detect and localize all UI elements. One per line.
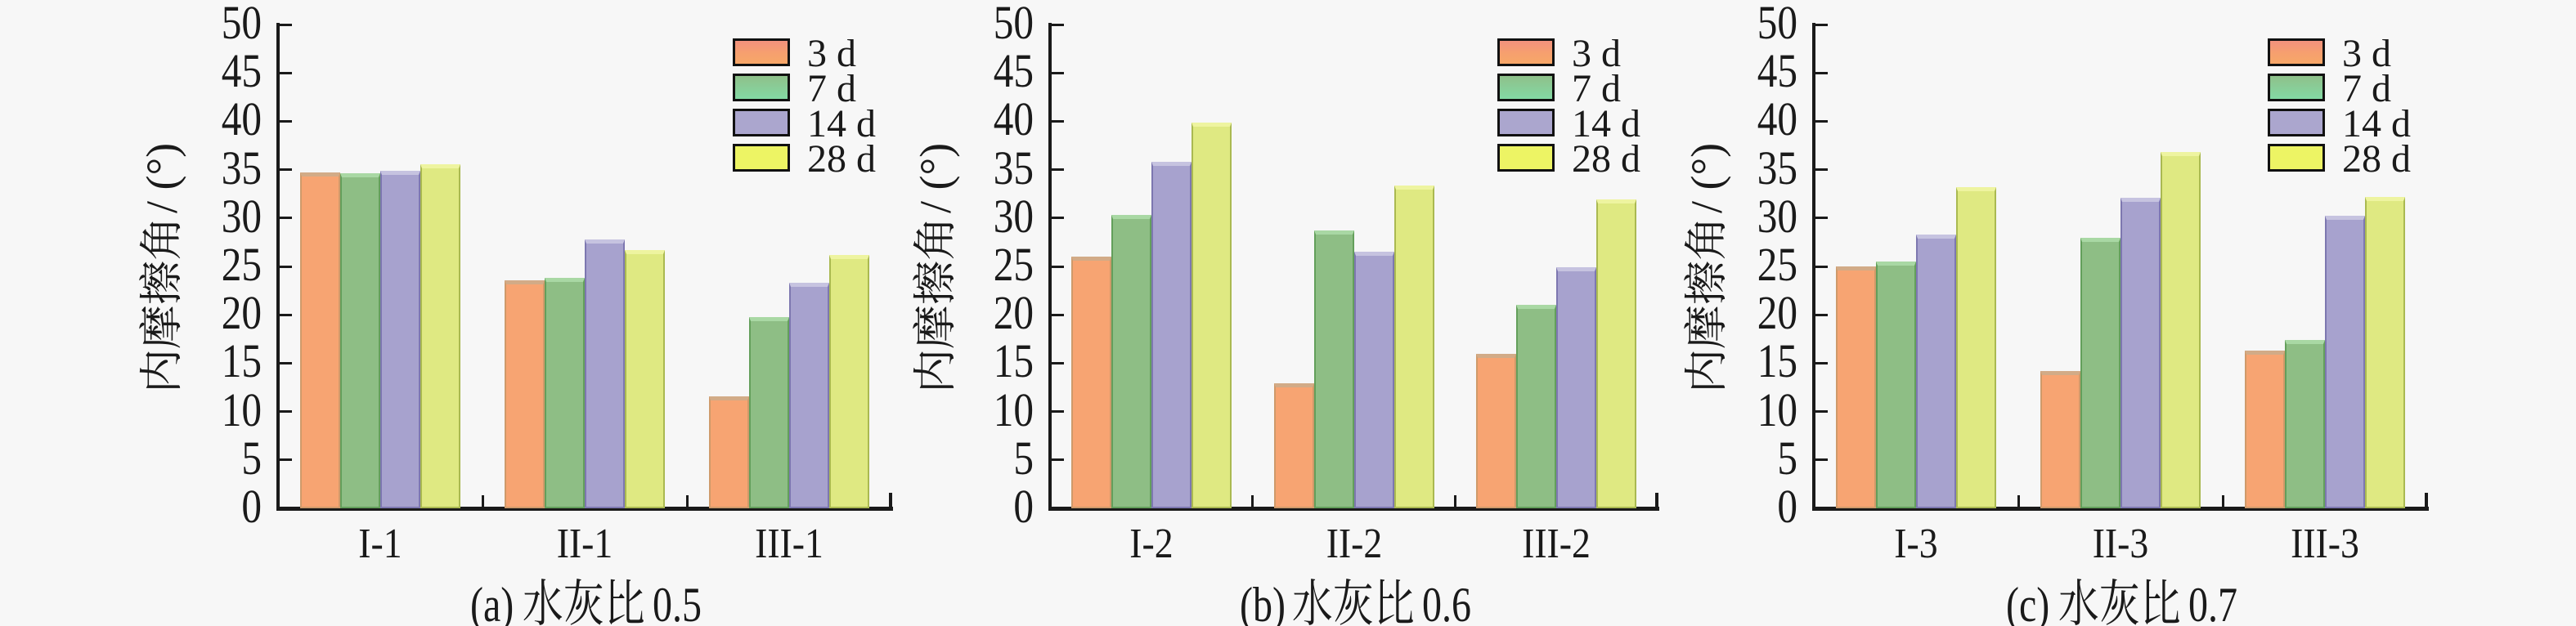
svg-text:/ (°): / (°) <box>911 143 960 213</box>
svg-text:(b): (b) <box>1240 578 1286 626</box>
svg-text:(a): (a) <box>470 578 514 626</box>
svg-text:0.6: 0.6 <box>1422 578 1471 626</box>
svg-text:0.5: 0.5 <box>653 578 702 626</box>
svg-text:(c): (c) <box>2006 578 2049 626</box>
svg-text:/ (°): / (°) <box>137 143 186 213</box>
svg-text:0.7: 0.7 <box>2188 578 2237 626</box>
svg-text:/ (°): / (°) <box>1682 143 1731 213</box>
